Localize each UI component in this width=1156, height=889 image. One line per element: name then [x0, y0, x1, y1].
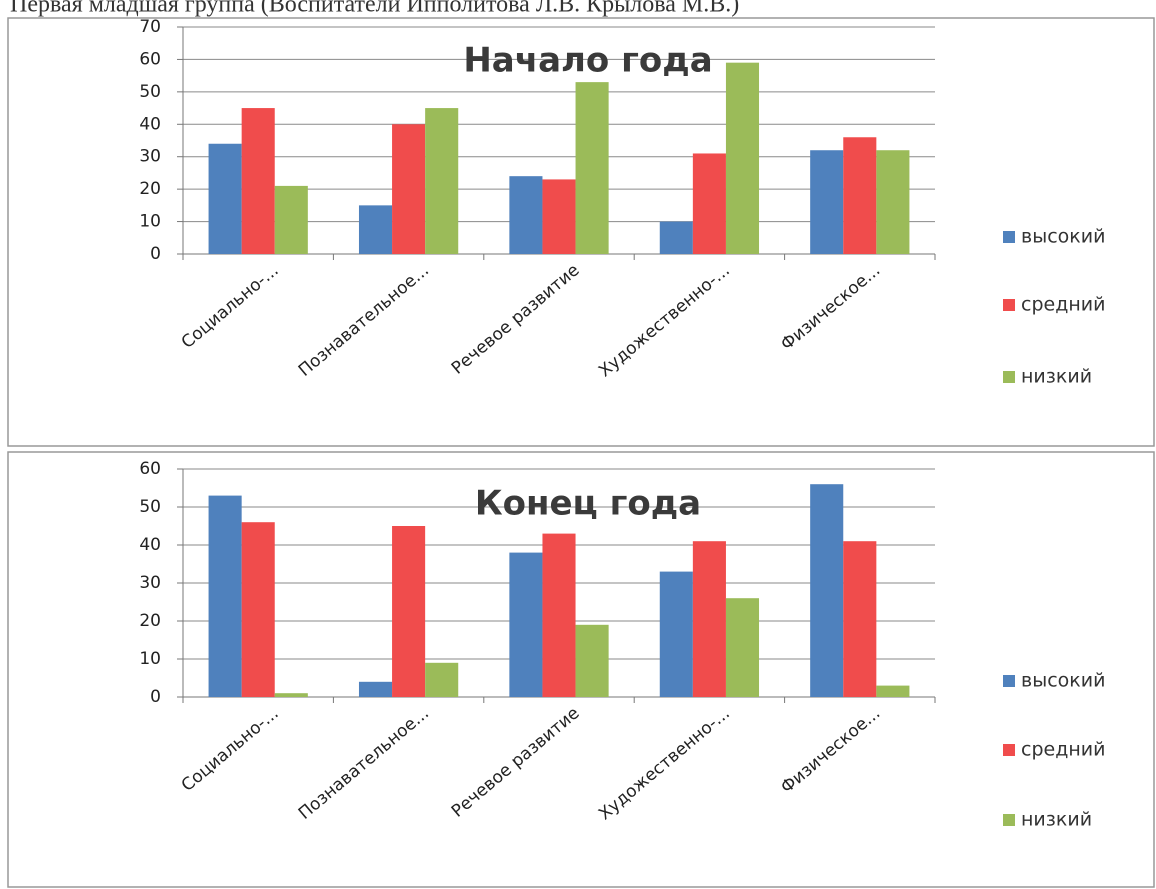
x-tick-label: Художественно-...: [595, 703, 734, 824]
bar: [725, 598, 760, 697]
y-tick-label: 50: [139, 82, 161, 102]
legend-swatch: [1003, 814, 1015, 826]
chart-frame: [7, 17, 1155, 447]
legend-label: высокий: [1021, 226, 1105, 248]
legend-label: низкий: [1021, 809, 1092, 831]
legend-swatch: [1003, 675, 1015, 687]
legend-swatch: [1003, 371, 1015, 383]
chart-title: Конец года: [475, 484, 701, 524]
y-tick-label: 0: [150, 244, 161, 264]
x-tick-label: Социально-...: [178, 260, 283, 352]
bar: [208, 143, 242, 254]
x-tick-label: Познавательное...: [295, 703, 433, 823]
bar: [725, 62, 760, 254]
y-tick-label: 60: [139, 459, 161, 479]
x-tick-label: Речевое развитие: [448, 260, 584, 378]
bar: [392, 124, 426, 255]
bar: [843, 541, 877, 697]
legend-swatch: [1003, 231, 1015, 243]
bar: [659, 221, 693, 254]
legend-swatch: [1003, 744, 1015, 756]
bar: [425, 108, 459, 254]
x-tick-label: Социально-...: [178, 703, 283, 795]
bar: [274, 693, 308, 697]
y-tick-label: 70: [139, 17, 161, 37]
bar: [392, 526, 426, 697]
bar: [843, 137, 877, 254]
bar: [241, 522, 275, 697]
bar: [575, 82, 609, 254]
bar: [509, 176, 543, 254]
bar: [274, 185, 308, 254]
y-tick-label: 50: [139, 497, 161, 517]
y-tick-label: 0: [150, 687, 161, 707]
y-tick-label: 30: [139, 147, 161, 167]
bar: [425, 662, 459, 697]
legend-swatch: [1003, 299, 1015, 311]
bar: [208, 495, 242, 697]
bar: [876, 150, 910, 254]
bar: [692, 541, 726, 697]
legend-label: высокий: [1021, 670, 1105, 692]
y-tick-label: 10: [139, 649, 161, 669]
y-tick-label: 30: [139, 573, 161, 593]
chart-title: Начало года: [463, 41, 712, 81]
y-tick-label: 60: [139, 49, 161, 69]
bar: [810, 484, 844, 697]
legend-label: низкий: [1021, 366, 1092, 388]
y-tick-label: 10: [139, 212, 161, 232]
bar: [575, 624, 609, 697]
bar: [509, 552, 543, 697]
x-tick-label: Физическое...: [777, 703, 884, 797]
y-tick-label: 20: [139, 611, 161, 631]
legend-label: средний: [1021, 739, 1105, 761]
bar: [358, 681, 393, 697]
page-heading: Первая младшая группа (Воспитатели Иппол…: [10, 0, 739, 18]
x-tick-label: Художественно-...: [595, 260, 734, 381]
y-tick-label: 40: [139, 535, 161, 555]
bar: [542, 533, 576, 697]
bar: [542, 179, 576, 254]
x-tick-label: Физическое...: [777, 260, 884, 354]
bar: [876, 685, 910, 697]
bar: [659, 571, 693, 697]
y-tick-label: 20: [139, 179, 161, 199]
x-tick-label: Познавательное...: [295, 260, 433, 380]
bar: [692, 153, 726, 254]
chart-frame: [7, 451, 1155, 888]
bar: [358, 205, 393, 254]
legend-label: средний: [1021, 294, 1105, 316]
x-tick-label: Речевое развитие: [448, 703, 584, 821]
y-tick-label: 40: [139, 114, 161, 134]
bar: [241, 108, 275, 254]
bar: [810, 150, 844, 254]
